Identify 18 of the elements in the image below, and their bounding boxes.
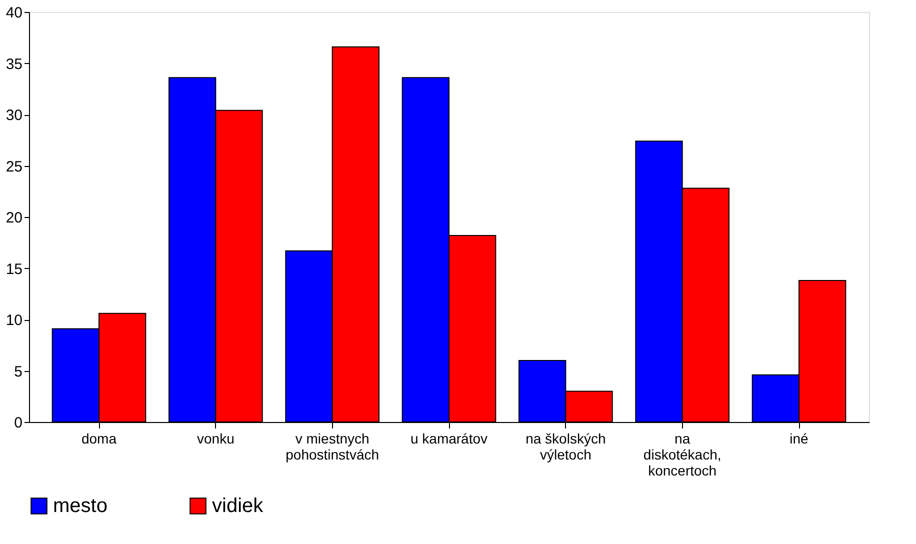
- y-tick-label: 0: [14, 414, 22, 432]
- y-tick-label: 35: [6, 56, 22, 73]
- legend-label: mesto: [53, 495, 108, 517]
- y-tick-label: 25: [6, 158, 22, 176]
- x-tick-label: vonku: [196, 430, 234, 446]
- x-tick-label: na školských výletoch: [526, 430, 606, 462]
- legend-label: vidiek: [212, 495, 264, 517]
- x-tick-label: doma: [81, 430, 117, 446]
- y-tick-label: 15: [6, 260, 22, 278]
- y-tick-label: 5: [14, 363, 22, 380]
- x-tick-label: u kamarátov: [410, 430, 488, 446]
- x-tick-label: iné: [790, 430, 809, 446]
- y-tick-label: 20: [6, 210, 22, 226]
- x-tick-label: na diskotékach, koncertoch: [643, 430, 722, 478]
- y-tick-label: 40: [6, 4, 22, 22]
- y-tick-label: 10: [6, 312, 22, 329]
- x-tick-label: v miestnych pohostinstvách: [286, 430, 380, 462]
- y-tick-label: 30: [6, 107, 22, 124]
